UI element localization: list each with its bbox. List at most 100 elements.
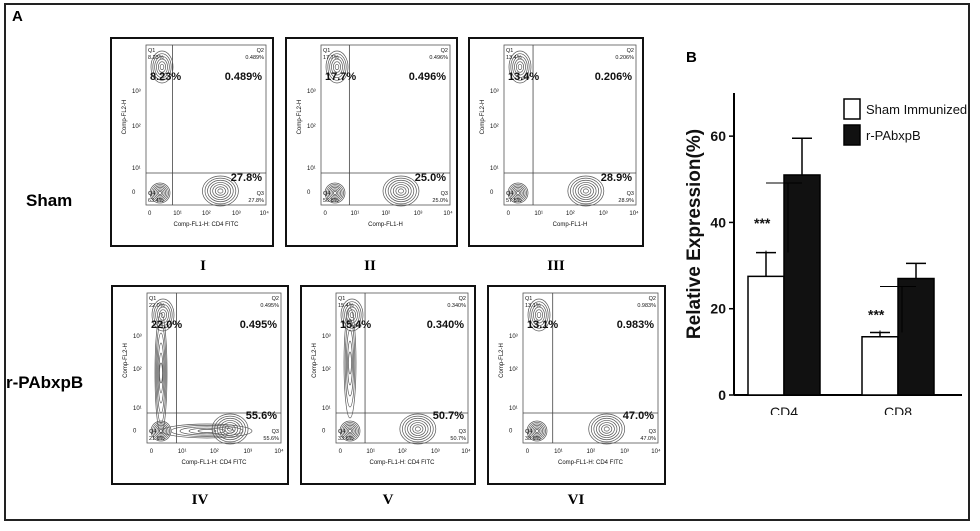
- x-tick-label: 10³: [414, 211, 423, 217]
- quadrant-q4-small: 33.6%: [338, 436, 354, 442]
- flow-plot-svg: 0 10¹ 10² 10³ 10⁴ 10³ 10² 10¹ 0 Comp-FL1-H: CD4 F…: [312, 292, 471, 466]
- plot-area: [335, 292, 469, 444]
- y-tick-label: 0: [490, 190, 494, 196]
- y-tick-label: 10³: [132, 89, 141, 95]
- contour-line: [514, 58, 526, 76]
- x-tick-label: 0: [507, 211, 511, 217]
- y-tick-label: 10¹: [307, 166, 316, 172]
- legend-swatch: [843, 124, 861, 146]
- contour-line: [207, 179, 234, 203]
- flow-plot-v: 0 10¹ 10² 10³ 10⁴ 10³ 10² 10¹ 0 Comp-FL1-H: CD4 F…: [300, 285, 476, 485]
- x-tick-label: 10³: [431, 449, 440, 455]
- x-axis-label: Comp-FL1-H: CD4 FITC: [369, 460, 435, 466]
- x-tick-label: 10²: [587, 449, 596, 455]
- legend-label: Sham Immunized: [866, 102, 967, 117]
- x-tick-label: 10⁴: [629, 210, 639, 217]
- contour-line: [347, 340, 353, 386]
- plot-roman-label-iv: IV: [191, 492, 209, 508]
- contour-line: [329, 55, 345, 79]
- y-tick-label: 0: [509, 429, 513, 435]
- x-tick-label: 10¹: [534, 211, 543, 217]
- bar-cd8-sham: [861, 336, 899, 396]
- y-axis-label: Comp-FL2-H: [499, 343, 505, 378]
- contour-line: [197, 429, 217, 433]
- contour-line: [515, 61, 525, 73]
- y-tick-label: 10¹: [322, 406, 331, 412]
- contour-line: [330, 188, 340, 198]
- quadrant-q4-small: 38.9%: [525, 436, 541, 442]
- y-tick-label: 10¹: [133, 406, 142, 412]
- contour-line: [331, 58, 343, 76]
- legend-label: r-PAbxpB: [866, 128, 921, 143]
- contour-line: [332, 61, 342, 73]
- plot-area: [146, 292, 282, 444]
- quadrant-q4-small: 56.8%: [323, 198, 339, 204]
- y-axis-label: Comp-FL2-H: [480, 100, 486, 135]
- row-label-rpabxpb: r-PAbxpB: [6, 373, 84, 392]
- contour-line: [509, 184, 527, 202]
- contour-line: [153, 423, 169, 439]
- contour-group: [507, 50, 605, 207]
- contour-line: [510, 185, 526, 201]
- x-tick-label: 10¹: [366, 449, 375, 455]
- y-tick-label: 10¹: [490, 166, 499, 172]
- x-axis-label: Comp-FL1-H: CD4 FITC: [173, 222, 239, 228]
- quadrant-q4-small: 21.9%: [149, 436, 165, 442]
- contour-line: [161, 423, 253, 439]
- contour-line: [507, 182, 529, 204]
- contour-line: [387, 179, 415, 203]
- contour-line: [395, 186, 407, 196]
- plot-roman-label-iii: III: [547, 258, 565, 274]
- quadrant-q2-small: 0.206%: [615, 55, 634, 61]
- contour-line: [570, 177, 602, 205]
- contour-line: [160, 311, 166, 319]
- y-tick-label: 10²: [322, 367, 331, 373]
- y-tick-label: 10³: [307, 89, 316, 95]
- contour-line: [157, 342, 165, 404]
- x-tick-label: 0: [150, 449, 154, 455]
- bar-cd4-sham: [747, 275, 785, 396]
- quadrant-q2-small: 0.983%: [637, 303, 656, 309]
- contour-line: [407, 420, 429, 438]
- flow-plot-svg: 0 10¹ 10² 10³ 10⁴ 10³ 10² 10¹ 0 Comp-FL1-H Comp-FL…: [297, 44, 453, 228]
- x-tick-label: 10³: [232, 211, 241, 217]
- y-axis-label: Comp-FL2-H: [123, 343, 129, 378]
- y-tick-label: 10³: [133, 334, 142, 340]
- quadrant-q2-percent: 0.496%: [409, 71, 447, 83]
- contour-line: [347, 309, 357, 321]
- contour-line: [188, 427, 226, 435]
- quadrant-q3-percent: 27.8%: [231, 172, 262, 184]
- contour-line: [154, 312, 168, 434]
- contour-line: [154, 55, 170, 79]
- contour-line: [155, 322, 167, 424]
- quadrant-q1-small: 13.1%: [525, 303, 541, 309]
- contour-line: [532, 426, 542, 436]
- flow-plot-svg: 0 10¹ 10² 10³ 10⁴ 10³ 10² 10¹ 0 Comp-FL1-H: CD4 F…: [123, 292, 284, 466]
- contour-line: [385, 177, 417, 205]
- y-tick-label: 10¹: [509, 406, 518, 412]
- quadrant-q3-percent: 55.6%: [246, 410, 277, 422]
- contour-line: [514, 189, 522, 197]
- y-tick-label: 10²: [132, 124, 141, 130]
- contour-line: [214, 186, 226, 196]
- quadrant-q1-small: 15.4%: [338, 303, 354, 309]
- quadrant-q4-label: Q4: [149, 429, 156, 435]
- contour-line: [331, 189, 339, 197]
- contour-line: [157, 427, 165, 435]
- quadrant-q1-percent: 22.0%: [151, 319, 182, 331]
- contour-group: [150, 298, 253, 445]
- contour-line: [179, 426, 235, 436]
- flow-plot-svg: 0 10¹ 10² 10³ 10⁴ 10³ 10² 10¹ 0 Comp-FL1-H Comp-FL…: [480, 44, 639, 228]
- contour-line: [152, 53, 172, 81]
- contour-line: [382, 175, 420, 207]
- x-tick-label: 10³: [599, 211, 608, 217]
- contour-line: [528, 422, 546, 440]
- quadrant-q2-label: Q2: [627, 48, 634, 54]
- contour-group: [149, 50, 239, 207]
- quadrant-q3-label: Q3: [627, 191, 634, 197]
- x-tick-label: 0: [323, 211, 327, 217]
- flow-plot-iii: 0 10¹ 10² 10³ 10⁴ 10³ 10² 10¹ 0 Comp-FL1-H Comp-FL…: [468, 37, 644, 247]
- y-tick-label: 10³: [322, 334, 331, 340]
- contour-line: [149, 182, 171, 204]
- quadrant-q2-percent: 0.206%: [595, 71, 633, 83]
